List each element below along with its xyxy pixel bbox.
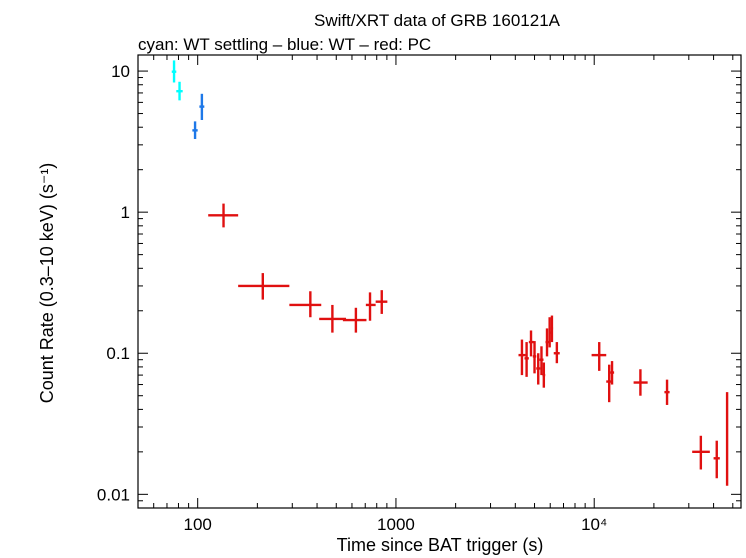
data-point	[342, 307, 367, 333]
y-tick-label: 10	[111, 62, 130, 81]
data-point	[176, 81, 183, 101]
x-tick-label: 100	[183, 515, 211, 534]
data-point	[524, 342, 529, 377]
data-point	[591, 342, 607, 371]
data-point	[610, 361, 615, 385]
data-point	[713, 440, 720, 479]
data-point	[539, 346, 544, 376]
y-tick-label: 1	[121, 203, 130, 222]
axis-ticks: 100 1000 10⁴ 0.01 0.1 1 10	[97, 55, 741, 534]
data-point	[375, 290, 388, 314]
x-axis-label: Time since BAT trigger (s)	[337, 535, 544, 555]
data-point	[208, 203, 239, 228]
data-point	[633, 369, 648, 396]
chart-subtitle: cyan: WT settling – blue: WT – red: PC	[138, 35, 431, 54]
data-point	[692, 435, 710, 470]
data-point	[319, 304, 347, 333]
y-tick-label: 0.01	[97, 485, 130, 504]
data-points	[171, 60, 729, 486]
x-tick-label: 1000	[377, 515, 415, 534]
data-point	[536, 353, 541, 385]
y-axis-label: Count Rate (0.3–10 keV) (s⁻¹)	[37, 163, 57, 404]
data-point	[199, 93, 205, 121]
data-point	[365, 292, 376, 321]
data-point	[664, 379, 670, 405]
data-point	[192, 121, 198, 140]
data-point	[518, 339, 526, 376]
data-point	[289, 291, 322, 318]
y-tick-label: 0.1	[106, 344, 130, 363]
data-point	[238, 273, 290, 300]
data-point	[542, 362, 546, 388]
data-point	[545, 328, 549, 357]
chart-title: Swift/XRT data of GRB 160121A	[314, 11, 561, 30]
data-point	[532, 341, 537, 374]
data-point	[528, 330, 534, 357]
x-tick-label: 10⁴	[581, 515, 607, 534]
data-point	[548, 317, 551, 348]
plot-frame	[137, 54, 742, 509]
data-point	[171, 60, 177, 83]
data-point	[550, 315, 554, 343]
data-point	[553, 342, 560, 364]
